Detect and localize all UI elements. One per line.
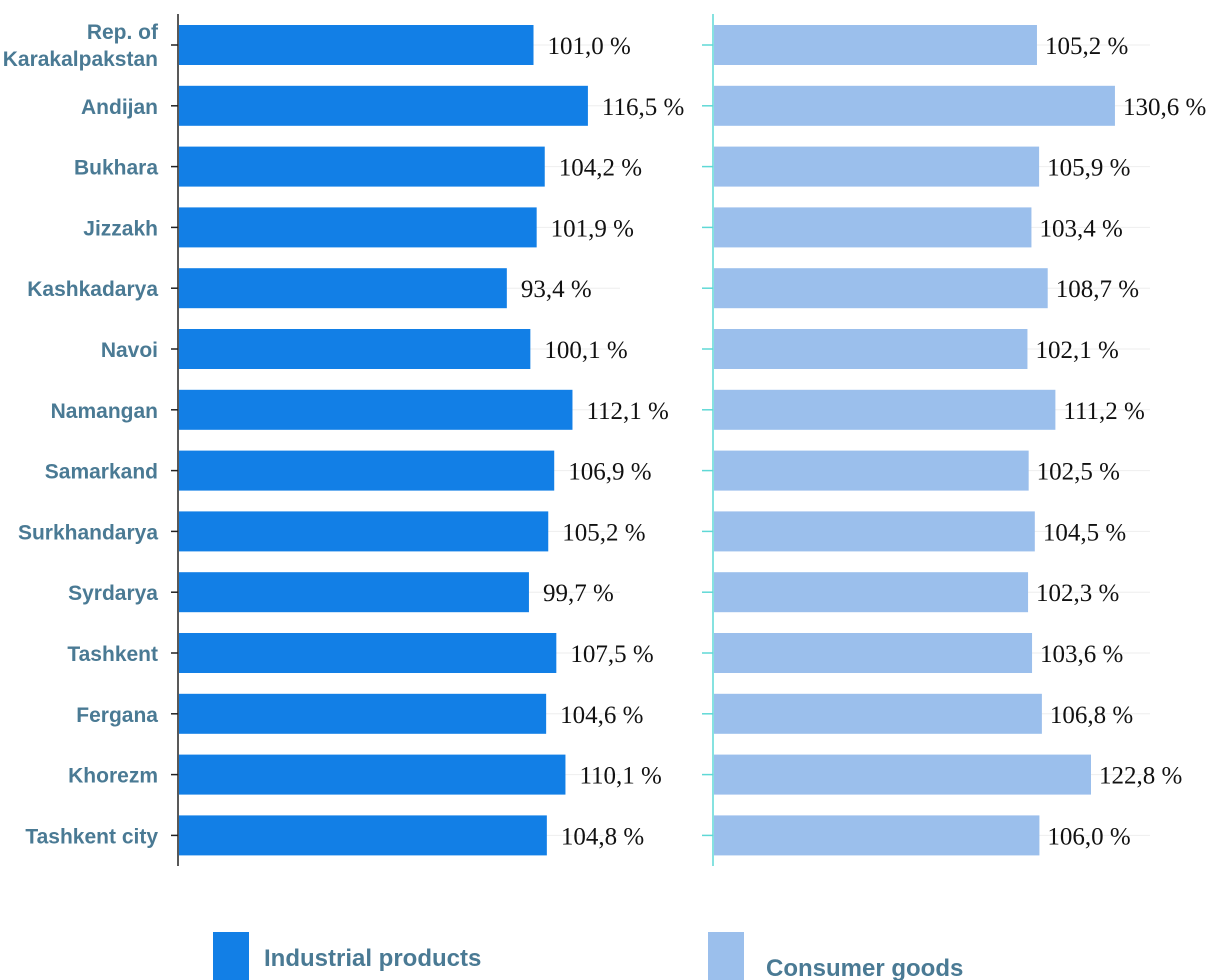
consumer-value-label-rep-of-karakalpakstan: 105,2 %	[1045, 33, 1128, 60]
industrial-bar-tashkent-city	[179, 815, 547, 856]
legend: Industrial products Consumer goods	[213, 932, 963, 980]
category-label-rep-of-karakalpakstan: Rep. of Karakalpakstan	[3, 21, 159, 71]
industrial-value-label-khorezm: 110,1 %	[579, 763, 661, 790]
consumer-bar-kashkadarya	[714, 268, 1048, 309]
category-label-bukhara: Bukhara	[74, 157, 158, 180]
category-label-navoi: Navoi	[101, 339, 158, 362]
industrial-bar-tashkent	[179, 633, 557, 673]
legend-swatch-industrial-products	[213, 932, 249, 980]
category-label-tashkent: Tashkent	[67, 643, 158, 666]
industrial-bar-samarkand	[179, 450, 555, 491]
industrial-bar-andijan	[179, 85, 588, 126]
consumer-value-label-jizzakh: 103,4 %	[1039, 215, 1122, 242]
industrial-value-label-andijan: 116,5 %	[602, 94, 684, 121]
consumer-bar-fergana	[714, 693, 1042, 734]
consumer-bar-tashkent-city	[714, 815, 1040, 856]
consumer-value-label-tashkent: 103,6 %	[1040, 641, 1123, 668]
industrial-value-label-rep-of-karakalpakstan: 101,0 %	[548, 33, 631, 60]
industrial-bar-navoi	[179, 329, 531, 369]
industrial-bar-syrdarya	[179, 572, 529, 613]
industrial-bar-fergana	[179, 693, 547, 734]
consumer-goods-panel: 105,2 % 130,6 % 105,9 % 103,4 % 108,7 % 102,1…	[702, 14, 1206, 866]
consumer-value-label-fergana: 106,8 %	[1050, 702, 1133, 729]
industrial-bar-surkhandarya	[179, 511, 549, 552]
legend-swatch-consumer-goods	[708, 932, 744, 980]
category-label-khorezm: Khorezm	[68, 765, 158, 788]
industrial-value-label-tashkent-city: 104,8 %	[561, 823, 644, 850]
category-label-jizzakh: Jizzakh	[83, 217, 158, 240]
industrial-bar-kashkadarya	[179, 268, 507, 309]
category-label-syrdarya: Syrdarya	[68, 582, 158, 605]
consumer-value-label-samarkand: 102,5 %	[1037, 459, 1120, 486]
industrial-value-label-samarkand: 106,9 %	[568, 459, 651, 486]
industrial-value-label-navoi: 100,1 %	[544, 337, 627, 364]
consumer-value-label-khorezm: 122,8 %	[1099, 763, 1182, 790]
consumer-value-label-navoi: 102,1 %	[1035, 337, 1118, 364]
category-label-kashkadarya: Kashkadarya	[27, 278, 158, 301]
category-label-namangan: Namangan	[51, 400, 158, 423]
industrial-value-label-syrdarya: 99,7 %	[543, 580, 614, 607]
legend-label-consumer-goods: Consumer goods	[766, 955, 963, 980]
consumer-bar-bukhara	[714, 146, 1040, 187]
consumer-bar-surkhandarya	[714, 511, 1035, 552]
consumer-bar-tashkent	[714, 633, 1033, 673]
industrial-bar-jizzakh	[179, 207, 537, 248]
consumer-bar-namangan	[714, 389, 1056, 430]
industrial-bar-bukhara	[179, 146, 545, 187]
consumer-value-label-syrdarya: 102,3 %	[1036, 580, 1119, 607]
category-label-fergana: Fergana	[76, 704, 158, 727]
consumer-bar-navoi	[714, 329, 1028, 369]
consumer-value-label-namangan: 111,2 %	[1063, 398, 1144, 425]
consumer-value-label-surkhandarya: 104,5 %	[1043, 519, 1126, 546]
industrial-value-label-bukhara: 104,2 %	[559, 155, 642, 182]
industrial-bar-rep-of-karakalpakstan	[179, 25, 534, 65]
industrial-products-panel: 101,0 % 116,5 % 104,2 % 101,9 % 93,4 % 100,1 …	[3, 14, 684, 866]
consumer-value-label-tashkent-city: 106,0 %	[1047, 823, 1130, 850]
category-label-samarkand: Samarkand	[45, 461, 158, 484]
consumer-value-label-andijan: 130,6 %	[1123, 94, 1206, 121]
category-label-surkhandarya: Surkhandarya	[18, 521, 158, 544]
consumer-bar-syrdarya	[714, 572, 1029, 613]
category-label-tashkent-city: Tashkent city	[25, 825, 158, 848]
industrial-bar-khorezm	[179, 754, 566, 795]
industrial-value-label-namangan: 112,1 %	[586, 398, 668, 425]
industrial-value-label-surkhandarya: 105,2 %	[562, 519, 645, 546]
consumer-bar-samarkand	[714, 450, 1029, 491]
industrial-bar-namangan	[179, 389, 573, 430]
industrial-value-label-kashkadarya: 93,4 %	[521, 276, 592, 303]
industrial-value-label-jizzakh: 101,9 %	[551, 215, 634, 242]
consumer-value-label-kashkadarya: 108,7 %	[1056, 276, 1139, 303]
consumer-bar-khorezm	[714, 754, 1091, 795]
category-label-andijan: Andijan	[81, 96, 158, 119]
consumer-bar-andijan	[714, 85, 1115, 126]
consumer-bar-rep-of-karakalpakstan	[714, 25, 1037, 65]
consumer-bar-jizzakh	[714, 207, 1032, 248]
industrial-value-label-fergana: 104,6 %	[560, 702, 643, 729]
legend-label-industrial-products: Industrial products	[264, 945, 481, 972]
industrial-value-label-tashkent: 107,5 %	[570, 641, 653, 668]
consumer-value-label-bukhara: 105,9 %	[1047, 155, 1130, 182]
